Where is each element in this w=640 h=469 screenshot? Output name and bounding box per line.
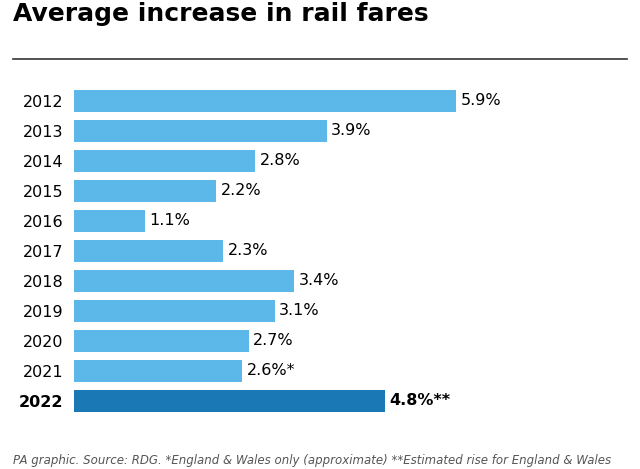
- Text: 4.8%**: 4.8%**: [390, 393, 451, 408]
- Bar: [74, 240, 223, 262]
- Text: 2.8%: 2.8%: [260, 153, 301, 168]
- Text: 3.9%: 3.9%: [332, 123, 372, 138]
- Text: Average increase in rail fares: Average increase in rail fares: [13, 2, 428, 26]
- Bar: [74, 90, 456, 112]
- Text: 2.7%: 2.7%: [253, 333, 294, 348]
- Bar: [74, 180, 216, 202]
- Text: 5.9%: 5.9%: [461, 93, 502, 108]
- Bar: [74, 330, 249, 352]
- Bar: [74, 360, 243, 382]
- Bar: [74, 270, 294, 292]
- Text: 2.2%: 2.2%: [221, 183, 262, 198]
- Bar: [74, 390, 385, 412]
- Bar: [74, 210, 145, 232]
- Text: 3.4%: 3.4%: [299, 273, 339, 288]
- Text: 3.1%: 3.1%: [279, 303, 320, 318]
- Text: 1.1%: 1.1%: [150, 213, 190, 228]
- Bar: [74, 150, 255, 172]
- Bar: [74, 300, 275, 322]
- Text: 2.6%*: 2.6%*: [247, 363, 295, 378]
- Text: PA graphic. Source: RDG. *England & Wales only (approximate) **Estimated rise fo: PA graphic. Source: RDG. *England & Wale…: [13, 454, 611, 467]
- Text: 2.3%: 2.3%: [227, 243, 268, 258]
- Bar: [74, 120, 326, 142]
